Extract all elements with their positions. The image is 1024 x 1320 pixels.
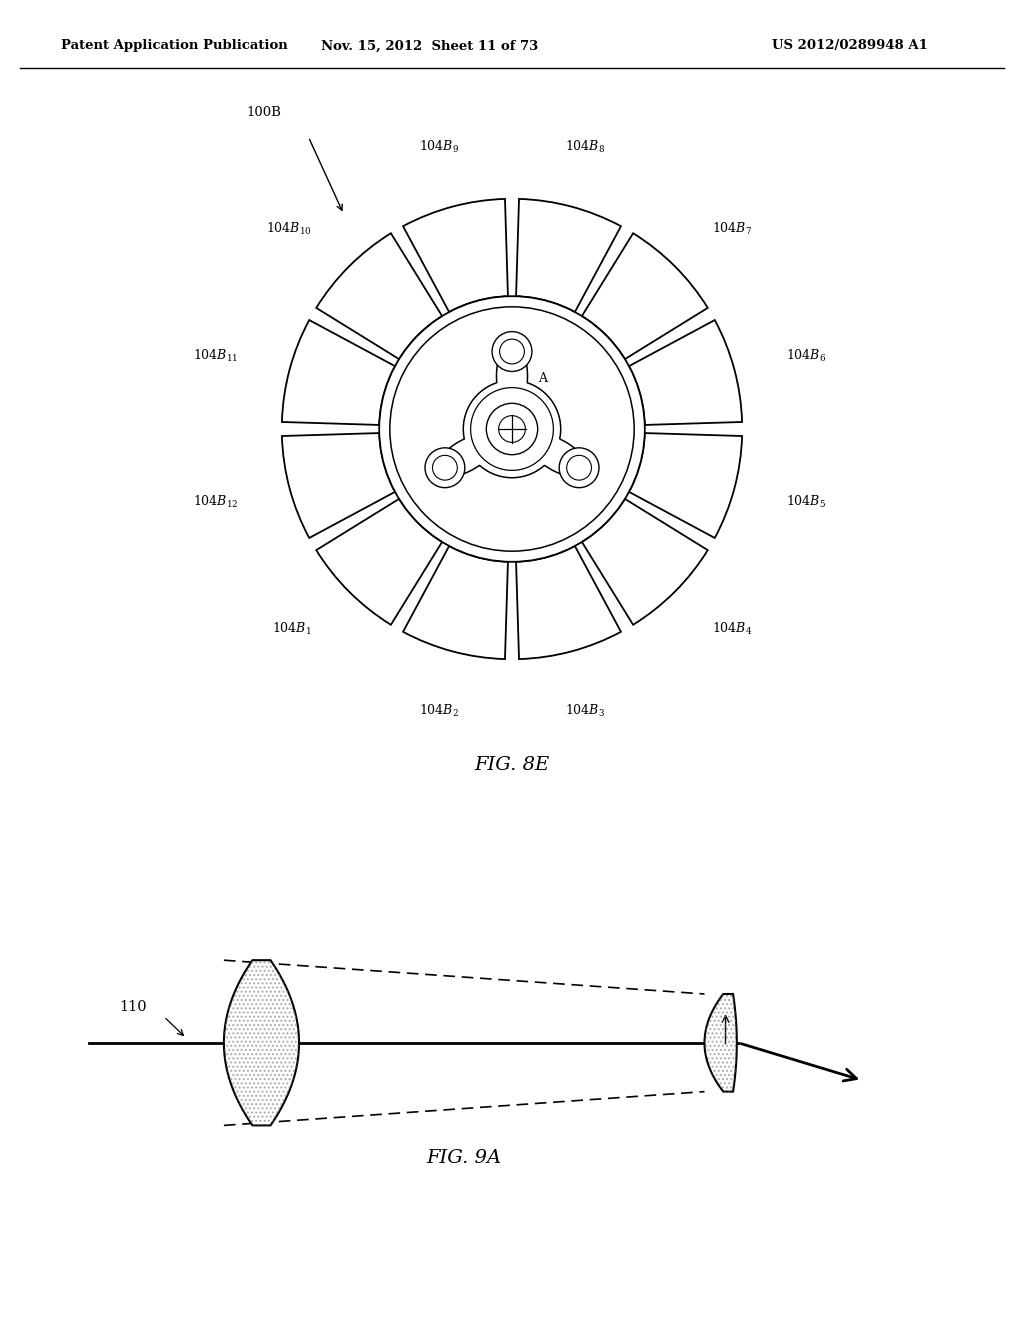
Wedge shape [516, 546, 621, 659]
Circle shape [500, 339, 524, 364]
Wedge shape [316, 234, 442, 359]
Text: $104B_{3}$: $104B_{3}$ [565, 702, 605, 719]
Text: $104B_{1}$: $104B_{1}$ [272, 622, 311, 638]
Circle shape [559, 447, 599, 487]
Circle shape [566, 455, 592, 480]
Text: $104B_{12}$: $104B_{12}$ [193, 494, 239, 511]
Text: 100B: 100B [247, 106, 282, 119]
Text: US 2012/0289948 A1: US 2012/0289948 A1 [772, 40, 928, 53]
Text: $104B_{2}$: $104B_{2}$ [419, 702, 459, 719]
Text: $104B_{5}$: $104B_{5}$ [785, 494, 825, 511]
Wedge shape [582, 499, 708, 624]
Text: $104B_{8}$: $104B_{8}$ [565, 139, 605, 156]
Polygon shape [224, 960, 299, 1126]
Text: $104B_{11}$: $104B_{11}$ [194, 347, 239, 364]
Polygon shape [705, 994, 737, 1092]
Text: FIG. 8E: FIG. 8E [474, 756, 550, 775]
Wedge shape [282, 319, 395, 425]
Wedge shape [629, 319, 742, 425]
Text: $104B_{9}$: $104B_{9}$ [419, 139, 459, 156]
Text: $104B_{4}$: $104B_{4}$ [713, 622, 753, 638]
Circle shape [493, 331, 531, 371]
Wedge shape [403, 546, 508, 659]
Text: Patent Application Publication: Patent Application Publication [61, 40, 288, 53]
Circle shape [425, 447, 465, 487]
Circle shape [486, 404, 538, 454]
Wedge shape [316, 499, 442, 624]
Text: 110: 110 [119, 1001, 146, 1014]
Text: $104B_{7}$: $104B_{7}$ [713, 220, 753, 236]
Text: $104B_{10}$: $104B_{10}$ [266, 220, 311, 236]
Circle shape [499, 416, 525, 442]
Circle shape [471, 388, 553, 470]
Text: FIG. 9A: FIG. 9A [427, 1148, 502, 1167]
Wedge shape [282, 433, 395, 539]
Text: $104B_{6}$: $104B_{6}$ [785, 347, 825, 364]
Text: A: A [539, 372, 548, 384]
Wedge shape [403, 199, 508, 312]
Wedge shape [582, 234, 708, 359]
Circle shape [379, 296, 645, 562]
Circle shape [390, 306, 634, 552]
Wedge shape [629, 433, 742, 539]
Wedge shape [516, 199, 621, 312]
Text: Nov. 15, 2012  Sheet 11 of 73: Nov. 15, 2012 Sheet 11 of 73 [322, 40, 539, 53]
Circle shape [432, 455, 458, 480]
Polygon shape [438, 345, 586, 478]
